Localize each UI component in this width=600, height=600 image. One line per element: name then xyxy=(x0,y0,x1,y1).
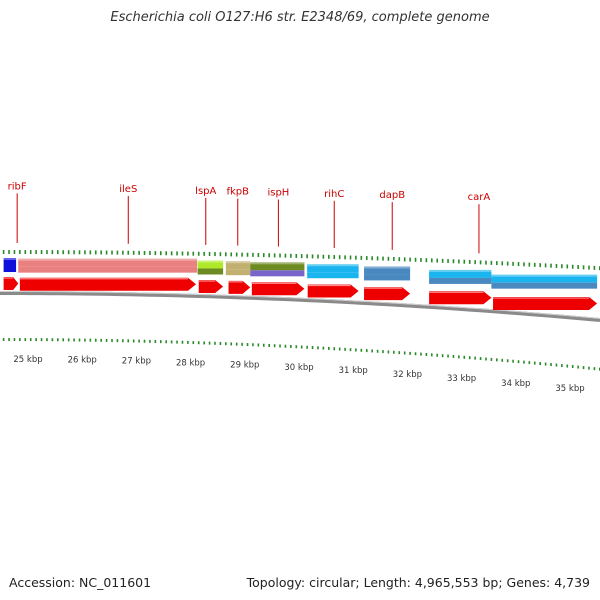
cds-arrow xyxy=(19,277,197,291)
ruler-label: 30 kbp xyxy=(284,363,313,373)
gene-label-ileS: ileS xyxy=(119,184,137,244)
gene-label-fkpB: fkpB xyxy=(226,187,249,246)
cds-arrow xyxy=(429,291,492,305)
backbone-line xyxy=(0,291,600,322)
gene-label-ispH: ispH xyxy=(267,187,289,247)
cds-arrow xyxy=(228,280,251,294)
kbp-ruler: 25 kbp 26 kbp 27 kbp 28 kbp 29 kbp 30 kbp 31 k… xyxy=(13,355,584,394)
gene-name: ribF xyxy=(8,181,27,192)
gene-label-lspA: lspA xyxy=(195,186,217,245)
gene-name: lspA xyxy=(195,186,216,197)
upper-tick-row xyxy=(2,250,600,271)
gene-label-layer: ribF ileS lspA fkpB ispH rihC dapB carA xyxy=(8,181,491,254)
feature-track xyxy=(3,258,598,289)
cds-arrow xyxy=(307,284,359,298)
cds-arrow xyxy=(364,287,411,301)
ruler-label: 31 kbp xyxy=(339,366,368,376)
gene-name: ileS xyxy=(119,184,137,195)
cds-arrow xyxy=(198,280,224,294)
accession-label: Accession: NC_011601 xyxy=(9,575,152,590)
feature-block xyxy=(197,260,224,275)
ruler-label: 25 kbp xyxy=(13,355,42,365)
ruler-label: 33 kbp xyxy=(447,374,476,384)
cds-arrow xyxy=(493,297,598,311)
gene-label-ribF: ribF xyxy=(8,181,27,244)
ruler-label: 28 kbp xyxy=(176,358,205,368)
gene-label-dapB: dapB xyxy=(379,190,405,250)
backbone-highlight xyxy=(0,291,600,319)
genome-summary: Topology: circular; Length: 4,965,553 bp… xyxy=(246,575,590,590)
genome-backbone xyxy=(0,291,600,322)
feature-block xyxy=(429,269,492,284)
feature-block xyxy=(364,266,411,281)
genome-title: Escherichia coli O127:H6 str. E2348/69, … xyxy=(110,10,490,25)
gene-name: rihC xyxy=(324,189,344,200)
feature-block xyxy=(225,261,251,276)
cds-arrow xyxy=(251,282,305,296)
ruler-label: 27 kbp xyxy=(122,357,151,367)
lower-tick-row xyxy=(2,338,600,371)
gene-name: fkpB xyxy=(226,187,249,198)
cds-arrow xyxy=(3,277,19,291)
ruler-label: 29 kbp xyxy=(230,360,259,370)
cds-track xyxy=(3,277,598,311)
ruler-label: 35 kbp xyxy=(555,384,584,394)
feature-block xyxy=(18,258,198,273)
feature-block xyxy=(491,274,598,289)
gene-name: dapB xyxy=(379,190,405,201)
feature-block xyxy=(3,258,17,273)
gene-label-carA: carA xyxy=(468,192,491,254)
gene-label-rihC: rihC xyxy=(324,189,344,249)
feature-block xyxy=(250,262,305,277)
gene-name: ispH xyxy=(267,187,289,198)
gene-name: carA xyxy=(468,192,491,203)
ruler-label: 34 kbp xyxy=(501,379,530,389)
feature-block xyxy=(307,264,359,279)
ruler-label: 26 kbp xyxy=(68,356,97,366)
ruler-label: 32 kbp xyxy=(393,370,422,380)
